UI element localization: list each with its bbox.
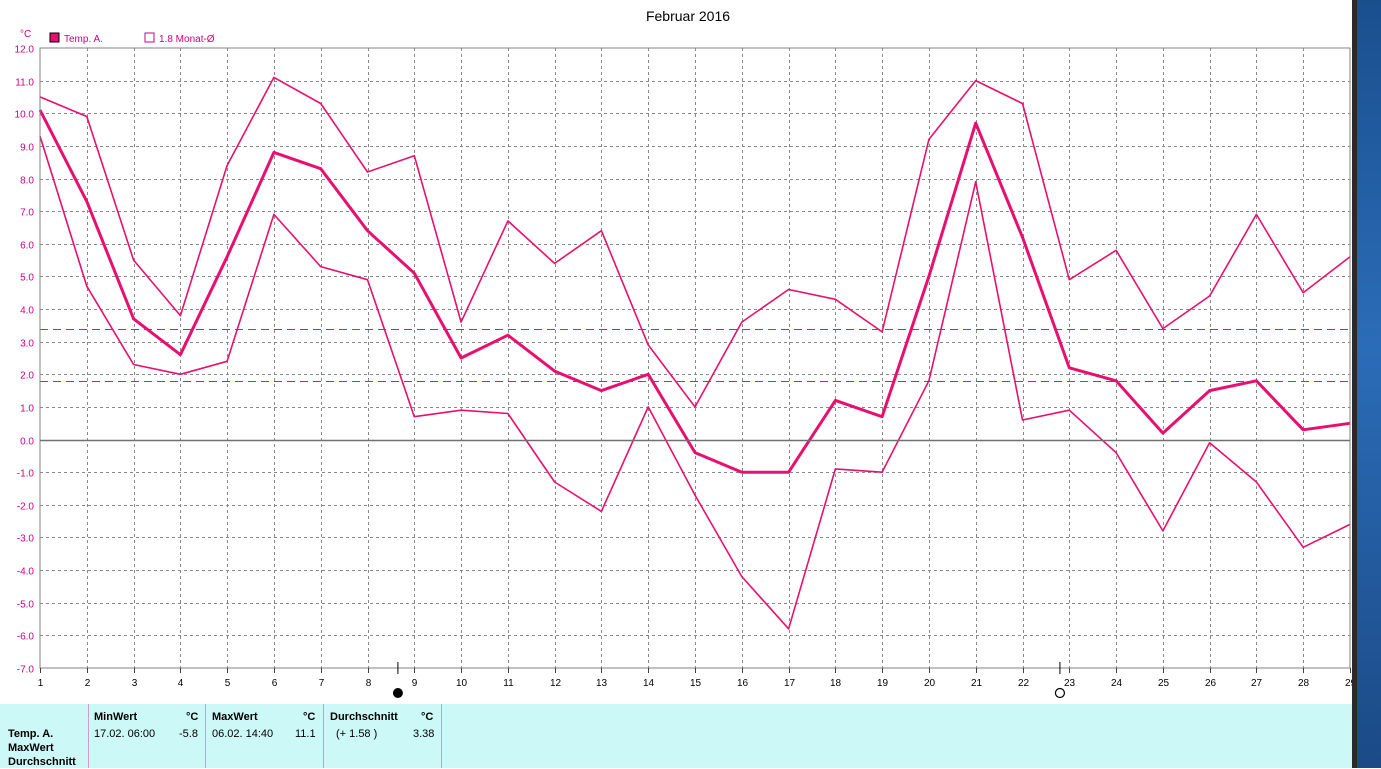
avg-header: Durchschnitt: [330, 711, 398, 723]
y-tick-label: 2.0: [20, 371, 34, 382]
x-tick-label: 5: [225, 678, 231, 689]
stats-label-column: [0, 704, 89, 768]
x-tick-label: 8: [366, 678, 372, 689]
y-tick-label: 1.0: [20, 404, 34, 415]
y-tick-label: 12.0: [15, 45, 35, 56]
x-tick-label: 3: [132, 678, 138, 689]
x-tick-label: 28: [1298, 678, 1310, 689]
x-tick-label: 1: [38, 678, 44, 689]
y-tick-label: 4.0: [20, 306, 34, 317]
y-tick-label: -7.0: [17, 665, 35, 676]
max-time: 06.02. 14:40: [212, 728, 274, 740]
y-tick-label: 10.0: [15, 110, 35, 121]
y-tick-label: 6.0: [20, 241, 34, 252]
x-tick-label: 29: [1345, 678, 1357, 689]
legend-swatch: [49, 32, 60, 43]
x-tick-label: 16: [737, 678, 749, 689]
window-border: [1352, 0, 1357, 768]
x-tick-label: 2: [85, 678, 91, 689]
stats-max-column: MaxWert °C 06.02. 14:40 11.1: [206, 704, 324, 768]
y-tick-label: 7.0: [20, 208, 34, 219]
y-tick-label: 9.0: [20, 143, 34, 154]
legend-label: 1.8 Monat-Ø: [159, 34, 215, 45]
y-tick-label: -5.0: [17, 600, 35, 611]
desktop-background: [1357, 0, 1381, 768]
x-tick-label: 12: [550, 678, 562, 689]
max-header: MaxWert: [212, 711, 258, 723]
chart-title: Februar 2016: [646, 8, 730, 24]
x-tick-label: 10: [456, 678, 468, 689]
full-moon-icon: [1054, 687, 1066, 699]
y-tick-label: 3.0: [20, 339, 34, 350]
x-tick-label: 27: [1251, 678, 1263, 689]
y-tick-label: -6.0: [17, 632, 35, 643]
x-tick-label: 18: [830, 678, 842, 689]
x-tick-label: 21: [971, 678, 983, 689]
x-tick-label: 25: [1158, 678, 1170, 689]
series-line-max: [39, 76, 1351, 408]
series-line-mean: [38, 109, 1351, 474]
stats-avg-column: Durchschnitt °C (+ 1.58 ) 3.38: [324, 704, 442, 768]
series-line-min: [39, 135, 1351, 630]
y-axis-unit: °C: [20, 29, 31, 40]
x-tick-label: 7: [319, 678, 325, 689]
row-label-max: MaxWert: [8, 742, 54, 754]
avg-unit: °C: [421, 711, 434, 723]
x-tick-label: 23: [1064, 678, 1076, 689]
stats-row-labels: Temp. A. MaxWert Durchschnitt: [8, 727, 76, 769]
x-tick-label: 19: [877, 678, 889, 689]
avg-deviation: (+ 1.58 ): [336, 728, 378, 740]
row-label-temp: Temp. A.: [8, 728, 54, 740]
min-header: MinWert: [94, 711, 138, 723]
y-tick-label: -1.0: [17, 469, 35, 480]
x-tick-label: 13: [596, 678, 608, 689]
y-tick-label: -2.0: [17, 502, 35, 513]
temperature-chart: 12.0 11.0 10.0 9.0 8.0 7.0 6.0 5.0 4.0 3.0 2.0 1.0 0…: [15, 8, 1357, 699]
min-unit: °C: [186, 711, 199, 723]
stats-min-column: MinWert °C 17.02. 06:00 -5.8: [89, 704, 206, 768]
y-tick-label: 5.0: [20, 273, 34, 284]
min-time: 17.02. 06:00: [94, 728, 156, 740]
x-tick-label: 22: [1018, 678, 1030, 689]
avg-value: 3.38: [413, 728, 435, 740]
x-tick-label: 9: [412, 678, 418, 689]
x-tick-label: 15: [690, 678, 702, 689]
x-tick-label: 26: [1205, 678, 1217, 689]
y-tick-label: 11.0: [15, 78, 34, 89]
max-unit: °C: [303, 711, 316, 723]
stats-panel: Temp. A. MaxWert Durchschnitt MinWert °C…: [0, 704, 1352, 768]
x-tick-label: 24: [1111, 678, 1123, 689]
legend-label: Temp. A.: [64, 34, 103, 45]
y-tick-label: 8.0: [20, 176, 34, 187]
x-tick-label: 20: [924, 678, 936, 689]
max-value: 11.1: [295, 728, 316, 740]
min-value: -5.8: [179, 728, 198, 740]
x-tick-label: 4: [178, 678, 184, 689]
y-tick-label: -4.0: [17, 567, 35, 578]
legend-swatch: [144, 32, 155, 43]
y-tick-label: 0.0: [20, 437, 34, 448]
new-moon-icon: [392, 688, 403, 698]
x-tick-label: 14: [643, 678, 655, 689]
y-tick-label: -3.0: [17, 534, 35, 545]
row-label-avg: Durchschnitt: [8, 756, 76, 768]
x-tick-label: 11: [503, 678, 514, 689]
x-tick-label: 17: [784, 678, 796, 689]
x-tick-label: 6: [272, 678, 278, 689]
